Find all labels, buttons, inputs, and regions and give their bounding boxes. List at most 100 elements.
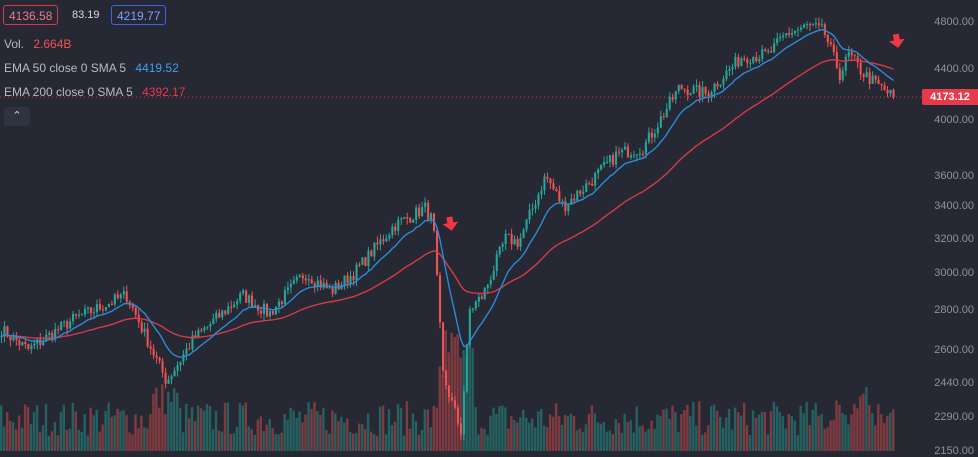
volume-bar [459, 357, 462, 451]
candle-body [54, 329, 57, 340]
ema50-legend[interactable]: EMA 50 close 0 SMA 5 4419.52 [4, 61, 179, 75]
candle-body [442, 322, 445, 372]
volume-bar [736, 412, 740, 451]
candle-body [298, 275, 301, 277]
candle-body [89, 307, 92, 314]
volume-bar [71, 402, 74, 451]
candle-body [546, 176, 549, 179]
candle-body [313, 283, 316, 287]
candle-body [555, 189, 558, 191]
volume-bar [423, 409, 426, 451]
volume-bar [38, 431, 42, 451]
candle-body [119, 294, 122, 299]
collapse-legend-button[interactable]: ⌃ [4, 107, 30, 126]
candle-body [388, 235, 391, 239]
volume-bar [701, 434, 704, 451]
candle-body [418, 207, 421, 217]
volume-bar [381, 405, 385, 451]
candle-body [283, 290, 286, 305]
candle-body [439, 275, 442, 323]
volume-bar [89, 407, 92, 451]
volume-bar [683, 410, 686, 451]
candle-body [847, 52, 850, 57]
volume-bar [196, 405, 200, 451]
candle-body [829, 42, 832, 45]
candle-body [832, 44, 835, 52]
candle-body [683, 89, 686, 91]
candle-body [453, 400, 456, 408]
volume-bar [835, 400, 838, 451]
candle-body [9, 336, 12, 341]
volume-bar [199, 408, 203, 451]
candle-body [358, 264, 361, 266]
volume-bar [525, 417, 528, 451]
volume-bar [450, 332, 453, 451]
candle-body [421, 207, 424, 217]
candle-body [60, 321, 63, 330]
candle-body [626, 146, 629, 158]
volume-bar [408, 428, 412, 451]
volume-bar [823, 429, 826, 451]
bid-price-box[interactable]: 4136.58 [3, 5, 59, 25]
candle-body [87, 307, 90, 309]
candle-body [573, 198, 576, 201]
volume-bar [575, 430, 579, 451]
volume-bar [528, 422, 531, 451]
candle-body [889, 89, 892, 94]
candle-body [394, 226, 397, 231]
candle-body [805, 24, 808, 26]
candle-body [722, 78, 725, 85]
volume-bar [110, 416, 113, 451]
candle-body [844, 56, 847, 71]
candle-body [176, 365, 179, 371]
ema200-legend[interactable]: EMA 200 close 0 SMA 5 4392.17 [4, 85, 185, 99]
candle-body [510, 234, 513, 245]
down-arrow-icon[interactable] [888, 33, 906, 50]
candle-body [6, 326, 9, 337]
volume-bar [23, 404, 27, 451]
volume-bar [733, 407, 737, 451]
volume-bar [551, 416, 555, 451]
volume-bar [429, 427, 432, 451]
volume-bar [614, 419, 617, 451]
candle-body [603, 162, 606, 165]
volume-bar [865, 387, 868, 451]
volume-legend[interactable]: Vol. 2.664B [4, 37, 71, 51]
candle-body [477, 296, 480, 302]
volume-bar [223, 402, 227, 451]
volume-bar [262, 431, 265, 451]
volume-bar [659, 415, 662, 451]
candle-body [319, 280, 322, 288]
volume-bar [393, 421, 397, 451]
down-arrow-icon[interactable] [441, 216, 459, 233]
candle-body [334, 282, 337, 294]
ema50-line [1, 28, 894, 358]
volume-bar [686, 404, 689, 451]
candle-body [803, 24, 806, 28]
volume-bar [578, 428, 582, 451]
volume-bar [205, 404, 209, 451]
volume-bar [343, 422, 346, 451]
ema50-value: 4419.52 [135, 61, 179, 75]
candle-body [764, 49, 767, 52]
volume-bar [713, 404, 716, 451]
volume-bar [871, 413, 874, 451]
candle-body [609, 155, 612, 162]
volume-bar [355, 433, 358, 451]
candle-body [143, 328, 146, 332]
volume-bar [286, 419, 289, 451]
volume-bar [832, 419, 835, 451]
volume-bar [748, 435, 752, 451]
volume-bar [540, 409, 543, 451]
volume-bar [799, 405, 802, 451]
candle-body [561, 201, 564, 203]
candle-body [782, 35, 785, 37]
volume-bar [426, 409, 429, 451]
candle-body [66, 321, 69, 329]
candle-body [794, 30, 797, 33]
volume-bar [334, 413, 337, 451]
volume-bar [877, 404, 880, 451]
volume-bar [59, 411, 63, 451]
ask-price-box[interactable]: 4219.77 [111, 5, 167, 25]
